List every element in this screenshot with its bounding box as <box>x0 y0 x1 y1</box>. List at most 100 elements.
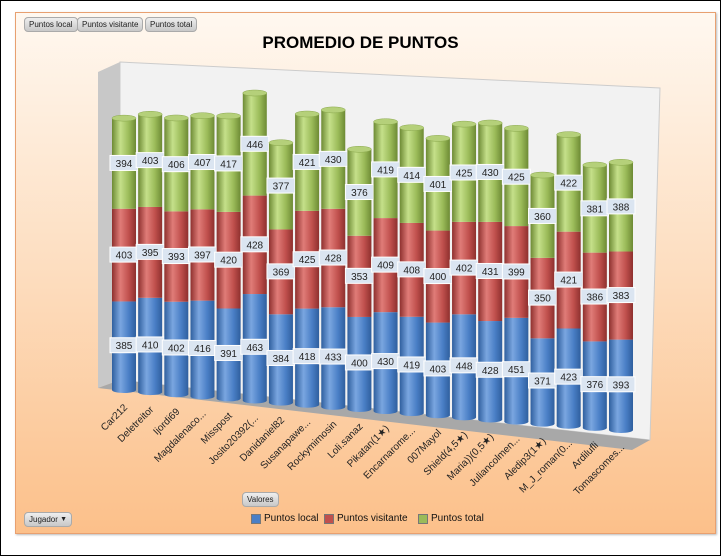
data-label: 416 <box>194 344 211 355</box>
data-label: 425 <box>299 255 316 266</box>
cylinder-top <box>268 139 294 146</box>
data-label: 430 <box>325 155 342 166</box>
data-label: 376 <box>586 380 603 391</box>
data-label: 430 <box>377 357 394 368</box>
data-label-box <box>606 287 636 304</box>
data-label: 420 <box>220 256 237 267</box>
data-label: 393 <box>168 252 185 263</box>
data-label: 446 <box>246 140 263 151</box>
data-label: 391 <box>220 349 237 360</box>
data-label-box <box>554 271 584 288</box>
data-label-box <box>528 207 558 224</box>
cylinder-base <box>112 387 136 393</box>
data-label: 385 <box>116 341 133 352</box>
cylinder-base <box>609 427 633 433</box>
data-label: 350 <box>534 294 551 305</box>
data-label: 360 <box>534 212 551 223</box>
cylinder-base <box>399 410 424 417</box>
data-label: 407 <box>194 158 211 169</box>
data-label: 393 <box>613 380 630 391</box>
cylinder-top <box>242 89 268 97</box>
legend-swatch <box>324 513 334 524</box>
x-tick-label: Rockymimosin <box>286 419 340 473</box>
data-label: 384 <box>273 354 290 365</box>
cylinder-top <box>504 125 529 132</box>
cylinder-top <box>582 161 608 169</box>
legend-label: Puntos local <box>264 513 319 524</box>
data-label: 410 <box>142 340 159 351</box>
data-label-box <box>240 236 270 253</box>
data-label: 419 <box>377 165 394 176</box>
data-label: 353 <box>351 272 368 283</box>
data-label: 414 <box>403 171 420 182</box>
data-label: 448 <box>456 361 473 372</box>
values-button[interactable]: Valores <box>242 492 279 507</box>
data-label: 403 <box>430 364 447 375</box>
data-label: 417 <box>220 159 237 170</box>
field-button-puntos-visitante[interactable]: Puntos visitante <box>77 17 144 32</box>
legend-label: Puntos visitante <box>337 513 408 524</box>
cylinder-base <box>268 399 293 406</box>
cylinder-top <box>164 114 189 122</box>
cylinder-top <box>111 114 137 122</box>
data-label: 402 <box>168 343 185 354</box>
legend-item-visitante: Puntos visitante <box>324 513 408 524</box>
cylinder-base <box>164 391 189 398</box>
cylinder-top <box>477 119 503 127</box>
cylinder-top <box>399 124 424 131</box>
cylinder-base <box>321 403 346 410</box>
field-button-puntos-total[interactable]: Puntos total <box>145 17 198 32</box>
cylinder-top <box>608 159 634 166</box>
data-label: 431 <box>482 267 499 278</box>
data-label: 421 <box>299 158 316 169</box>
cylinder-base <box>582 424 607 431</box>
data-label: 428 <box>482 366 499 377</box>
data-label-box <box>501 361 531 378</box>
field-button-puntos-local[interactable]: Puntos local <box>24 17 78 32</box>
cylinder-base <box>478 416 503 423</box>
legend-swatch <box>418 513 428 524</box>
data-label: 369 <box>273 267 290 278</box>
cylinder-top <box>347 146 372 153</box>
dropdown-arrow-icon: ▼ <box>60 516 67 523</box>
data-label: 451 <box>508 365 525 376</box>
data-label: 376 <box>351 188 368 199</box>
data-label-box <box>423 268 453 285</box>
data-label-box <box>344 267 374 284</box>
legend-item-total: Puntos total <box>418 513 484 524</box>
data-label: 401 <box>430 180 447 191</box>
legend-item-local: Puntos local <box>251 513 318 524</box>
data-label-box <box>501 263 531 280</box>
data-label-box <box>554 174 584 191</box>
chart-title: PROMEDIO DE PUNTOS <box>262 33 459 52</box>
data-label-box <box>397 166 427 183</box>
cylinder-base <box>556 422 581 429</box>
cylinder-base <box>138 389 163 396</box>
data-label-box <box>240 135 270 152</box>
cylinder-top <box>373 118 398 125</box>
data-label: 403 <box>116 251 133 262</box>
cylinder-base <box>347 405 372 412</box>
data-label: 371 <box>534 377 551 388</box>
data-label-box <box>266 263 296 280</box>
cylinder-top <box>425 135 451 142</box>
data-label: 383 <box>613 291 630 302</box>
jugador-filter-button[interactable]: Jugador ▼ <box>24 512 72 527</box>
data-label-box <box>423 175 453 192</box>
data-label: 377 <box>273 182 290 193</box>
cylinder-top <box>530 171 555 179</box>
data-label: 418 <box>299 352 316 363</box>
jugador-label: Jugador <box>29 515 58 524</box>
cylinder-base <box>530 420 555 427</box>
data-label-box <box>318 249 348 266</box>
data-label: 433 <box>325 353 342 364</box>
data-label: 419 <box>403 360 420 371</box>
legend-label: Puntos total <box>431 513 484 524</box>
data-label-box <box>214 251 244 268</box>
data-label: 428 <box>246 240 263 251</box>
data-label: 409 <box>377 261 394 272</box>
data-label: 400 <box>351 358 368 369</box>
data-label: 402 <box>456 264 473 275</box>
data-label: 394 <box>116 159 133 170</box>
data-label: 397 <box>194 250 211 261</box>
